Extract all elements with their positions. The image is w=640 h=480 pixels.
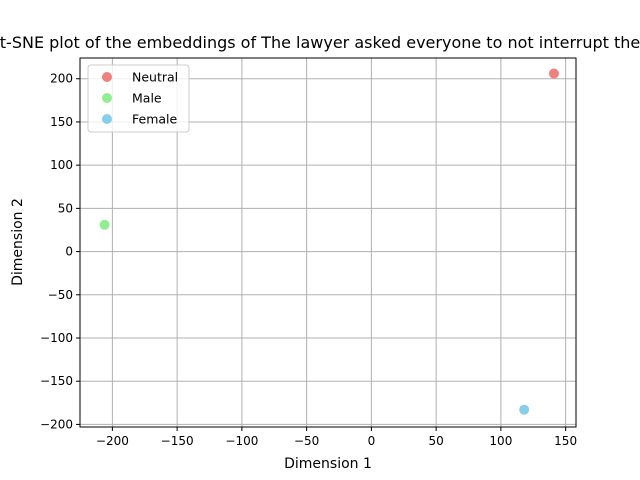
legend-marker-neutral: [102, 72, 112, 82]
y-tick-label: 100: [50, 158, 73, 172]
x-tick-label: −200: [96, 434, 129, 448]
x-axis-ticks: −200 −150 −100 −50 0 50 100 150: [96, 427, 577, 448]
legend-marker-male: [102, 93, 112, 103]
y-axis-ticks: −200 −150 −100 −50 0 50 100 150 200: [40, 72, 80, 431]
data-point-male: [99, 219, 110, 230]
y-tick-label: −200: [40, 417, 73, 431]
legend-label-neutral: Neutral: [132, 70, 178, 85]
data-point-neutral: [548, 68, 559, 79]
y-tick-label: −50: [48, 288, 73, 302]
legend-label-female: Female: [132, 112, 178, 127]
y-tick-label: 50: [58, 201, 73, 215]
legend: Neutral Male Female: [87, 64, 190, 133]
y-tick-label: −100: [40, 331, 73, 345]
legend-label-male: Male: [132, 91, 162, 106]
y-tick-label: 200: [50, 72, 73, 86]
legend-box: [87, 64, 190, 133]
plot-area-frame: [79, 57, 577, 428]
y-tick-label: 0: [65, 245, 73, 259]
y-axis-label: Dimension 2: [10, 198, 26, 286]
x-tick-label: 150: [554, 434, 577, 448]
x-tick-label: −100: [225, 434, 258, 448]
grid-lines: [80, 58, 576, 427]
x-axis-label: Dimension 1: [284, 456, 372, 472]
data-point-female: [519, 404, 530, 415]
x-tick-label: −150: [161, 434, 194, 448]
x-tick-label: −50: [294, 434, 319, 448]
x-tick-label: 50: [428, 434, 443, 448]
chart-title: t-SNE plot of the embeddings of The lawy…: [0, 33, 640, 52]
x-tick-label: 0: [368, 434, 376, 448]
y-tick-label: 150: [50, 115, 73, 129]
data-points: [99, 68, 559, 415]
y-tick-label: −150: [40, 374, 73, 388]
legend-marker-female: [102, 114, 112, 124]
x-tick-label: 100: [489, 434, 512, 448]
